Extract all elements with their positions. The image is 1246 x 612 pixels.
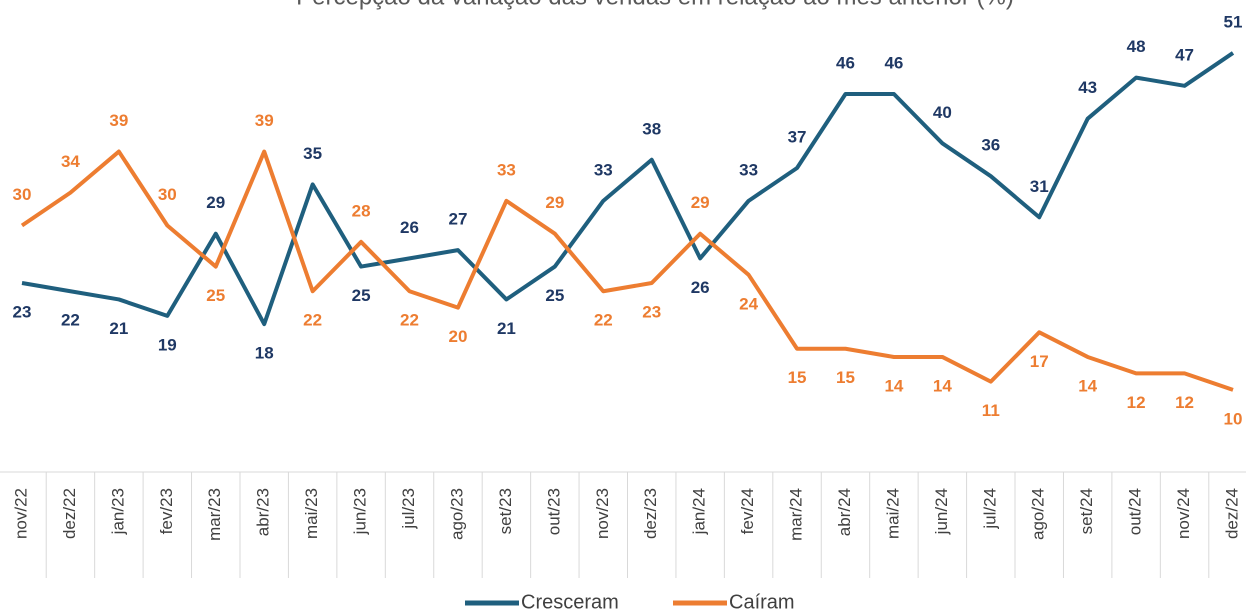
data-label: 20 xyxy=(448,327,467,346)
x-tick-label: out/23 xyxy=(544,488,563,535)
data-label: 37 xyxy=(788,127,807,146)
x-tick-label: fev/24 xyxy=(738,488,757,534)
x-tick-label: fev/23 xyxy=(157,488,176,534)
data-label: 35 xyxy=(303,144,322,163)
x-tick-label: mar/23 xyxy=(205,488,224,541)
data-label: 36 xyxy=(981,136,1000,155)
x-tick-label: mai/24 xyxy=(883,488,902,539)
x-tick-label: jul/23 xyxy=(399,488,418,530)
x-tick-label: dez/23 xyxy=(641,488,660,539)
data-label: 21 xyxy=(109,319,128,338)
data-label: 22 xyxy=(303,311,322,330)
data-label: 47 xyxy=(1175,45,1194,64)
data-label: 31 xyxy=(1030,177,1049,196)
x-tick-label: nov/24 xyxy=(1174,488,1193,539)
data-label: 25 xyxy=(545,286,564,305)
data-label: 30 xyxy=(13,185,32,204)
x-tick-label: ago/24 xyxy=(1029,488,1048,540)
data-label: 15 xyxy=(836,368,855,387)
x-tick-label: ago/23 xyxy=(447,488,466,540)
x-tick-label: dez/24 xyxy=(1222,488,1241,539)
x-tick-label: abr/24 xyxy=(835,488,854,536)
data-label: 14 xyxy=(884,376,903,395)
data-label: 21 xyxy=(497,319,516,338)
data-label: 26 xyxy=(400,218,419,237)
data-label: 29 xyxy=(206,193,225,212)
x-tick-label: dez/22 xyxy=(60,488,79,539)
data-label: 34 xyxy=(61,152,80,171)
data-label: 10 xyxy=(1224,409,1243,428)
x-tick-label: set/23 xyxy=(496,488,515,534)
data-label: 51 xyxy=(1224,12,1243,31)
data-label: 29 xyxy=(691,193,710,212)
series-line xyxy=(21,51,1235,327)
data-label: 30 xyxy=(158,185,177,204)
x-tick-label: jan/23 xyxy=(108,488,127,535)
x-tick-label: jul/24 xyxy=(980,488,999,530)
x-tick-label: mar/24 xyxy=(787,488,806,541)
data-label: 25 xyxy=(206,286,225,305)
legend-label: Caíram xyxy=(729,591,795,612)
data-label: 39 xyxy=(109,111,128,130)
data-label: 28 xyxy=(352,201,371,220)
x-tick-label: set/24 xyxy=(1077,488,1096,534)
x-tick-label: jun/24 xyxy=(932,488,951,535)
data-label: 29 xyxy=(545,193,564,212)
data-label: 12 xyxy=(1175,393,1194,412)
x-tick-label: nov/23 xyxy=(593,488,612,539)
data-label: 22 xyxy=(400,311,419,330)
data-label: 27 xyxy=(448,210,467,229)
data-label: 22 xyxy=(594,311,613,330)
x-tick-label: nov/22 xyxy=(11,488,30,539)
data-label: 19 xyxy=(158,335,177,354)
data-label: 48 xyxy=(1127,37,1146,56)
data-label: 38 xyxy=(642,119,661,138)
data-label: 23 xyxy=(642,303,661,322)
data-label: 12 xyxy=(1127,393,1146,412)
data-label: 43 xyxy=(1078,78,1097,97)
data-label: 46 xyxy=(884,54,903,73)
data-label: 33 xyxy=(739,160,758,179)
data-label: 46 xyxy=(836,54,855,73)
data-label: 18 xyxy=(255,344,274,363)
data-label: 15 xyxy=(788,368,807,387)
data-label: 26 xyxy=(691,278,710,297)
x-tick-label: abr/23 xyxy=(254,488,273,536)
data-label: 40 xyxy=(933,103,952,122)
data-label: 22 xyxy=(61,311,80,330)
x-tick-label: out/24 xyxy=(1126,488,1145,535)
data-label: 11 xyxy=(982,401,1000,420)
x-tick-label: mai/23 xyxy=(302,488,321,539)
data-label: 33 xyxy=(497,160,516,179)
data-label: 25 xyxy=(352,286,371,305)
x-tick-label: jan/24 xyxy=(690,488,709,535)
series-line xyxy=(20,149,1234,392)
data-label: 14 xyxy=(933,376,952,395)
data-label: 24 xyxy=(739,294,758,313)
x-tick-label: jun/23 xyxy=(351,488,370,535)
data-label: 33 xyxy=(594,160,613,179)
data-label: 23 xyxy=(13,303,32,322)
data-label: 14 xyxy=(1078,376,1097,395)
data-label: 17 xyxy=(1030,352,1049,371)
chart-title: Percepção da variação das vendas em rela… xyxy=(296,0,1014,10)
data-label: 39 xyxy=(255,111,274,130)
legend-label: Cresceram xyxy=(521,591,619,612)
